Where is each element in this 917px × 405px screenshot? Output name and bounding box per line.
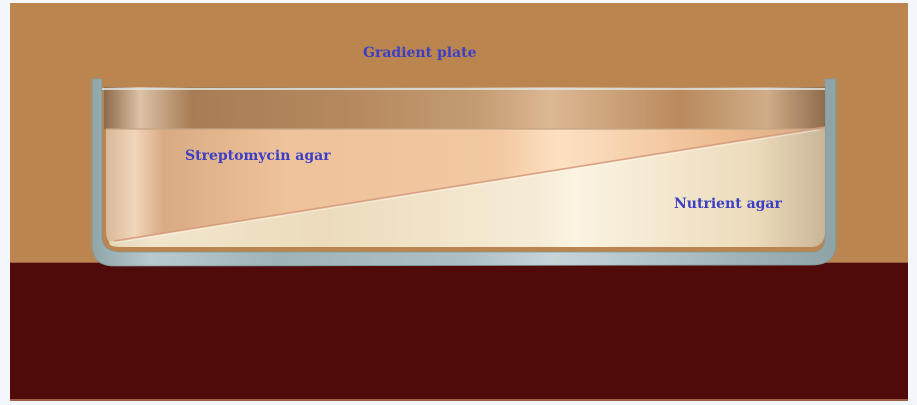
nutrient-agar-label: Nutrient agar xyxy=(674,196,782,212)
nutrient-agar-layer xyxy=(109,127,825,247)
agar-boundary xyxy=(113,126,826,242)
diagram-title: Gradient plate xyxy=(363,45,477,61)
streptomycin-agar-label: Streptomycin agar xyxy=(185,148,331,164)
dish-glass-wall xyxy=(91,78,837,267)
petri-dish-diagram xyxy=(91,78,837,267)
gradient-plate-scene: Gradient plate Streptomycin agar Nutrien… xyxy=(10,3,908,401)
dish-lid xyxy=(104,87,825,129)
table-surface xyxy=(10,262,908,401)
